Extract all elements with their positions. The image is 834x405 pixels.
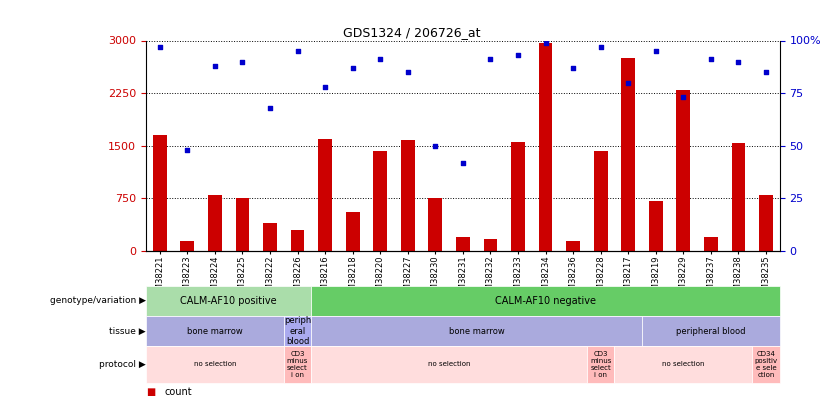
Point: [236, 58, 249, 65]
Bar: [180, 241, 194, 251]
Bar: [484, 239, 497, 251]
Bar: [311, 316, 642, 346]
Bar: [511, 142, 525, 251]
Point: [594, 44, 607, 50]
Text: protocol ▶: protocol ▶: [99, 360, 146, 369]
Bar: [374, 151, 387, 251]
Bar: [146, 286, 311, 316]
Point: [539, 39, 552, 46]
Point: [153, 44, 167, 50]
Point: [181, 147, 194, 153]
Bar: [284, 346, 311, 383]
Bar: [642, 316, 780, 346]
Text: count: count: [164, 387, 192, 397]
Bar: [311, 286, 780, 316]
Bar: [319, 139, 332, 251]
Text: peripheral blood: peripheral blood: [676, 326, 746, 336]
Point: [401, 69, 414, 75]
Bar: [146, 346, 284, 383]
Bar: [290, 230, 304, 251]
Point: [319, 83, 332, 90]
Point: [731, 58, 745, 65]
Point: [264, 104, 277, 111]
Point: [484, 56, 497, 63]
Bar: [615, 346, 752, 383]
Bar: [676, 90, 691, 251]
Text: CD34
positiv
e sele
ction: CD34 positiv e sele ction: [755, 351, 777, 378]
Bar: [566, 241, 580, 251]
Point: [208, 62, 222, 69]
Bar: [456, 237, 470, 251]
Text: CD3
minus
select
i on: CD3 minus select i on: [590, 351, 611, 378]
Text: no selection: no selection: [428, 362, 470, 367]
Bar: [263, 223, 277, 251]
Bar: [346, 213, 359, 251]
Bar: [284, 316, 311, 346]
Point: [566, 65, 580, 71]
Point: [429, 143, 442, 149]
Point: [511, 52, 525, 58]
Title: GDS1324 / 206726_at: GDS1324 / 206726_at: [344, 26, 481, 39]
Text: tissue ▶: tissue ▶: [109, 326, 146, 336]
Text: no selection: no selection: [193, 362, 236, 367]
Point: [456, 160, 470, 166]
Point: [346, 65, 359, 71]
Point: [704, 56, 717, 63]
Bar: [153, 135, 167, 251]
Text: CD3
minus
select
i on: CD3 minus select i on: [287, 351, 309, 378]
Text: ■: ■: [146, 387, 155, 397]
Text: no selection: no selection: [662, 362, 705, 367]
Bar: [311, 346, 587, 383]
Text: bone marrow: bone marrow: [449, 326, 505, 336]
Bar: [752, 346, 780, 383]
Point: [621, 79, 635, 86]
Text: CALM-AF10 positive: CALM-AF10 positive: [180, 296, 277, 306]
Bar: [731, 143, 746, 251]
Bar: [594, 151, 607, 251]
Bar: [539, 43, 552, 251]
Bar: [621, 58, 636, 251]
Point: [676, 94, 690, 100]
Bar: [704, 237, 718, 251]
Point: [374, 56, 387, 63]
Point: [649, 48, 662, 54]
Text: periph
eral
blood: periph eral blood: [284, 316, 311, 346]
Point: [291, 48, 304, 54]
Point: [759, 69, 772, 75]
Text: bone marrow: bone marrow: [187, 326, 243, 336]
Bar: [146, 316, 284, 346]
Text: genotype/variation ▶: genotype/variation ▶: [50, 296, 146, 305]
Bar: [208, 195, 222, 251]
Bar: [649, 200, 663, 251]
Bar: [235, 198, 249, 251]
Bar: [429, 198, 442, 251]
Bar: [759, 195, 773, 251]
Bar: [587, 346, 615, 383]
Text: CALM-AF10 negative: CALM-AF10 negative: [495, 296, 596, 306]
Bar: [401, 140, 414, 251]
